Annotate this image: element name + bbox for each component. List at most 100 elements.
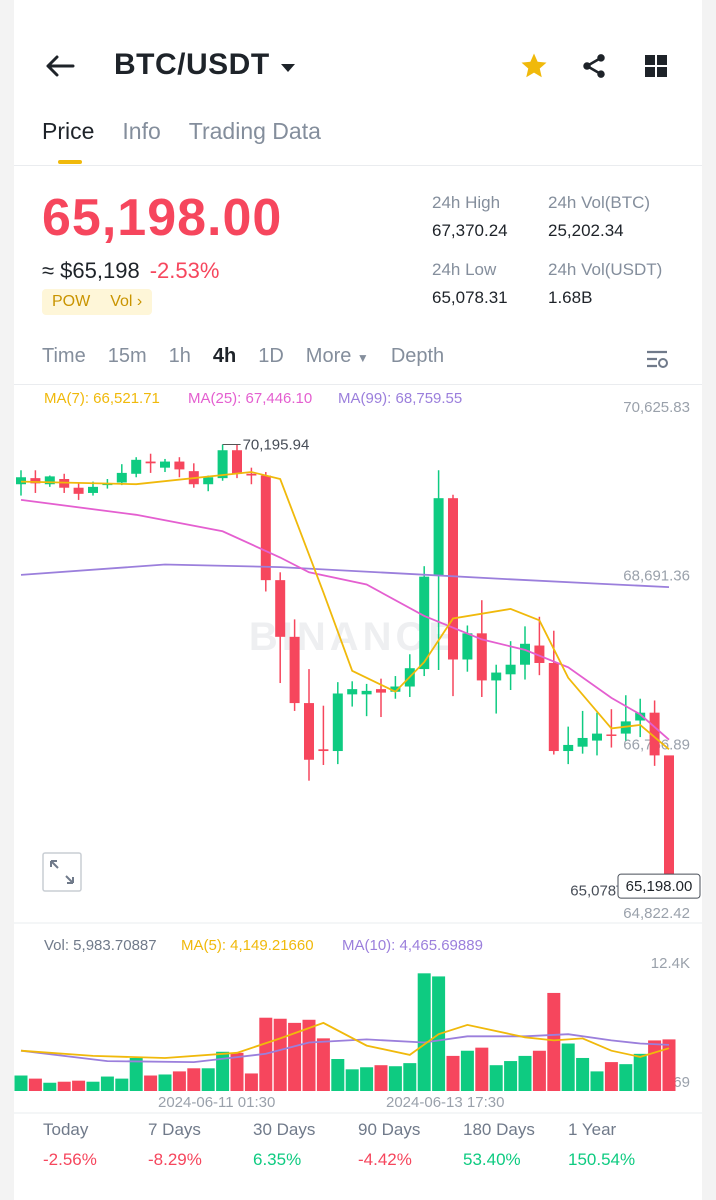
last-price: 65,198.00 <box>42 189 283 247</box>
volume-bar <box>604 1062 618 1091</box>
last-price-box <box>617 873 701 899</box>
timeframe-15m[interactable]: 15m <box>107 345 147 367</box>
tab-trading-data[interactable]: Trading Data <box>188 118 321 144</box>
expand-icon[interactable] <box>42 852 82 892</box>
candle <box>505 664 516 675</box>
active-tab-indicator <box>58 160 82 164</box>
tag-pow[interactable]: POW <box>52 293 91 310</box>
candle <box>462 633 473 660</box>
share-icon[interactable] <box>574 46 614 86</box>
perf-90-days[interactable]: 90 Days -4.42% <box>358 1120 421 1169</box>
volume-bar <box>633 1053 647 1091</box>
candle <box>563 744 574 752</box>
volume-y-tick: 12.4K <box>651 955 690 972</box>
perf-today[interactable]: Today -2.56% <box>43 1120 97 1169</box>
candle <box>232 450 242 474</box>
tag-group: POW Vol › <box>42 289 153 315</box>
stat-24h-vol-btc: 24h Vol(BTC) 25,202.34 <box>548 193 651 240</box>
pair-selector[interactable]: BTC/USDT <box>114 48 296 82</box>
volume-bar <box>72 1080 86 1091</box>
candle <box>73 487 84 494</box>
chart-settings-icon[interactable] <box>629 344 672 374</box>
candle <box>174 461 185 470</box>
candle <box>217 450 228 479</box>
timeframe-depth[interactable]: Depth <box>390 345 445 367</box>
volume-bar <box>518 1055 532 1091</box>
x-axis-label: 2024-06-11 01:30 <box>158 1094 275 1111</box>
tag-vol[interactable]: Vol › <box>110 293 143 310</box>
timeframe-1h[interactable]: 1h <box>168 345 191 367</box>
stat-24h-low: 24h Low 65,078.31 <box>432 260 508 307</box>
perf-180-days[interactable]: 180 Days 53.40% <box>463 1120 535 1169</box>
volume-bar <box>590 1071 604 1091</box>
volume-bar <box>561 1043 575 1091</box>
divider <box>14 384 702 385</box>
candle <box>476 633 487 681</box>
arrow-left-icon[interactable] <box>40 46 80 86</box>
ma7-label: MA(7): 66,521.71 <box>44 390 160 407</box>
header: BTC/USDT <box>14 30 702 102</box>
timeframe-time[interactable]: Time <box>42 345 86 367</box>
star-icon[interactable] <box>514 46 554 86</box>
approx-usd-price: ≈ $65,198 <box>42 258 140 283</box>
volume-bar <box>532 1050 546 1091</box>
candle <box>145 461 156 464</box>
divider <box>14 165 702 166</box>
volume-bar <box>403 1063 417 1091</box>
volume-bar <box>417 973 431 1091</box>
perf-30-days[interactable]: 30 Days 6.35% <box>253 1120 316 1169</box>
volume-bar <box>28 1078 42 1091</box>
ma99-line <box>20 563 670 588</box>
candle <box>246 473 257 476</box>
timeframe-more[interactable]: More ▼ <box>305 345 369 367</box>
performance-row: Today -2.56% 7 Days -8.29% 30 Days 6.35% 90… <box>14 1120 702 1200</box>
pair-title: BTC/USDT <box>114 48 270 81</box>
candle <box>376 689 386 693</box>
tab-price[interactable]: Price <box>42 118 95 144</box>
app-screen: BTC/USDT Price Info Trading Data 65,198.… <box>14 0 702 1200</box>
ma25-label: MA(25): 67,446.10 <box>188 390 312 407</box>
volume-bar <box>331 1059 345 1091</box>
caret-down-icon <box>280 48 296 82</box>
perf-7-days[interactable]: 7 Days -8.29% <box>148 1120 202 1169</box>
volume-bar <box>619 1064 633 1091</box>
volume-bar <box>489 1065 503 1091</box>
candlestick-chart[interactable]: BINANCE MA(7): 66,521.71 MA(25): 67,446.… <box>14 385 702 1115</box>
price-change: -2.53% <box>149 258 220 283</box>
volume-bar <box>43 1082 57 1091</box>
candle <box>304 703 314 760</box>
candle <box>448 498 458 660</box>
volume-bar <box>388 1066 402 1091</box>
volume-bar <box>201 1068 215 1091</box>
volume-bar <box>172 1071 186 1091</box>
candle <box>160 461 170 468</box>
stat-24h-high: 24h High 67,370.24 <box>432 193 508 240</box>
volume-bar <box>187 1068 201 1091</box>
volume-bar <box>374 1065 388 1091</box>
volume-ma10-line <box>20 1033 670 1064</box>
candle <box>289 636 300 704</box>
ma99-label: MA(99): 68,759.55 <box>338 390 462 407</box>
candle <box>592 733 602 741</box>
timeframe-1d[interactable]: 1D <box>258 345 284 367</box>
candle <box>433 498 444 576</box>
y-axis-tick: 70,625.83 <box>623 399 690 416</box>
candle <box>361 690 372 695</box>
volume-bar <box>57 1081 71 1091</box>
volume-bar <box>662 1039 676 1091</box>
candle <box>44 476 55 485</box>
last-price-label: 65,198.00 <box>626 878 693 895</box>
volume-bar <box>345 1069 359 1091</box>
timeframe-4h[interactable]: 4h <box>212 345 237 367</box>
candle <box>318 749 329 752</box>
volume-bar <box>158 1074 172 1091</box>
ma25-line <box>20 499 670 741</box>
candle <box>347 689 358 695</box>
grid-icon[interactable] <box>636 46 676 86</box>
volume-bar <box>648 1040 662 1091</box>
perf-1-year[interactable]: 1 Year 150.54% <box>568 1120 636 1169</box>
volume-bar <box>302 1019 316 1091</box>
volume-bar <box>144 1075 158 1091</box>
tab-info[interactable]: Info <box>122 118 161 144</box>
candle <box>419 576 430 670</box>
